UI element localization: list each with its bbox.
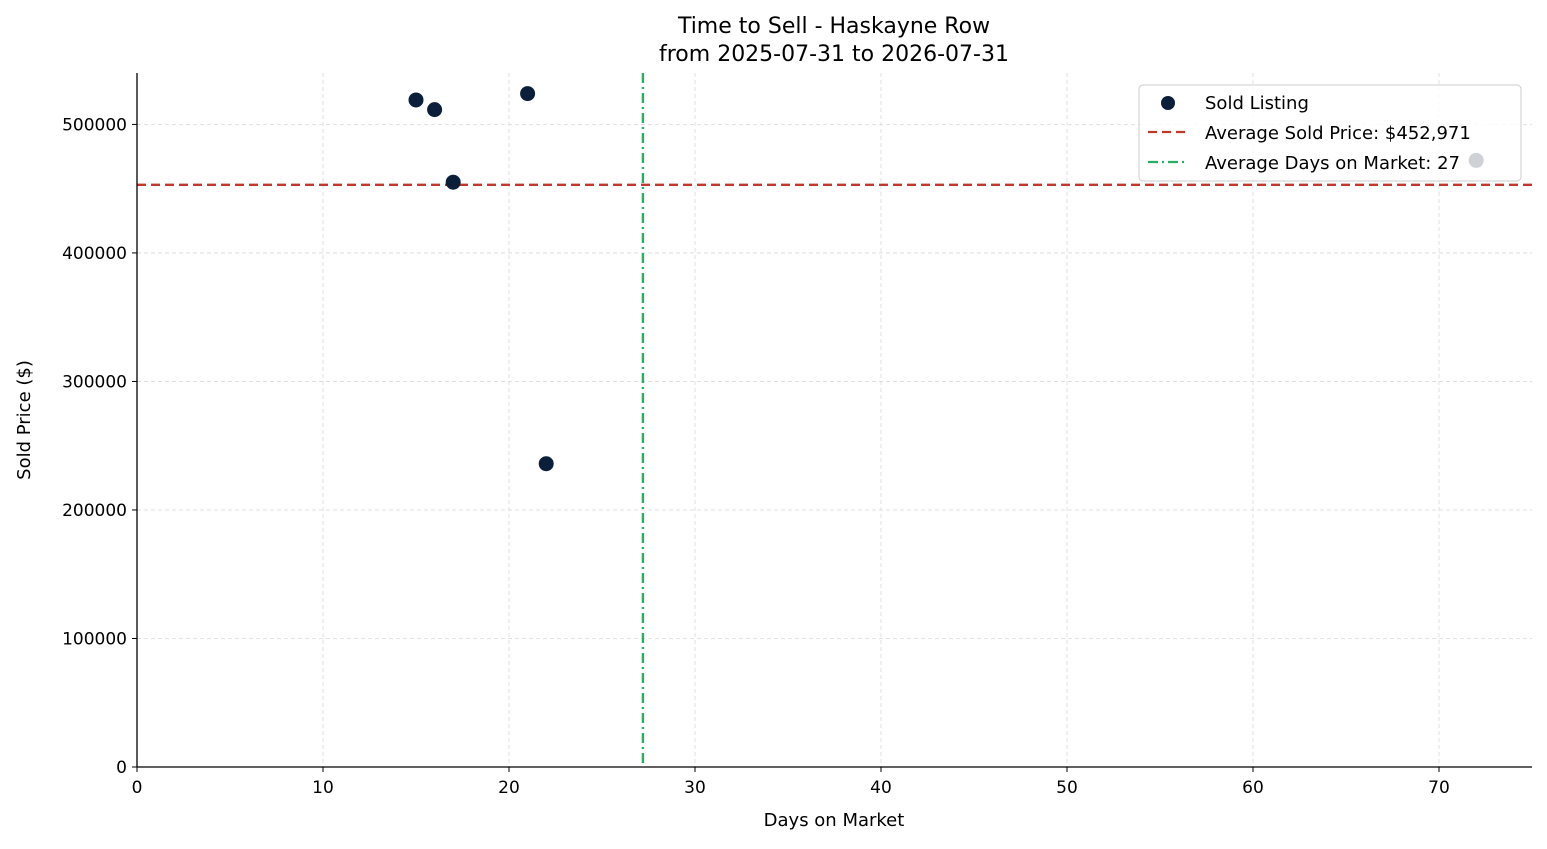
legend-label-avg-price: Average Sold Price: $452,971 (1205, 123, 1471, 144)
chart-subtitle: from 2025-07-31 to 2026-07-31 (659, 42, 1009, 67)
x-tick-label: 40 (870, 778, 892, 798)
legend: Sold Listing Average Sold Price: $452,97… (1138, 84, 1522, 182)
legend-label-avg-days: Average Days on Market: 27 (1205, 153, 1460, 174)
data-point (408, 92, 424, 108)
ticks-layer: 0 10 20 30 40 50 60 70 0 100000 200000 300000 400000… (62, 115, 1450, 798)
x-tick-label: 60 (1242, 778, 1264, 798)
y-tick-label: 300000 (62, 372, 127, 392)
x-tick-label: 20 (498, 778, 520, 798)
data-point (538, 456, 554, 472)
y-axis-label: Sold Price ($) (14, 360, 35, 480)
y-tick-label: 0 (116, 758, 127, 778)
x-tick-label: 10 (312, 778, 334, 798)
data-point (445, 174, 461, 190)
legend-marker-sold-listing (1161, 96, 1175, 110)
axes-layer (136, 73, 1532, 768)
x-tick-label: 70 (1428, 778, 1450, 798)
x-tick-label: 30 (684, 778, 706, 798)
x-axis-label: Days on Market (764, 810, 905, 831)
y-tick-label: 100000 (62, 629, 127, 649)
x-tick-label: 0 (132, 778, 143, 798)
data-point (520, 86, 536, 102)
y-tick-label: 400000 (62, 244, 127, 264)
x-tick-label: 50 (1056, 778, 1078, 798)
reference-lines-layer (137, 73, 1532, 767)
y-tick-label: 500000 (62, 115, 127, 135)
data-point (427, 102, 443, 118)
legend-label-sold-listing: Sold Listing (1205, 93, 1309, 114)
chart-title: Time to Sell - Haskayne Row (677, 14, 990, 39)
y-tick-label: 200000 (62, 501, 127, 521)
grid-layer (137, 73, 1532, 767)
legend-box (1138, 84, 1522, 182)
